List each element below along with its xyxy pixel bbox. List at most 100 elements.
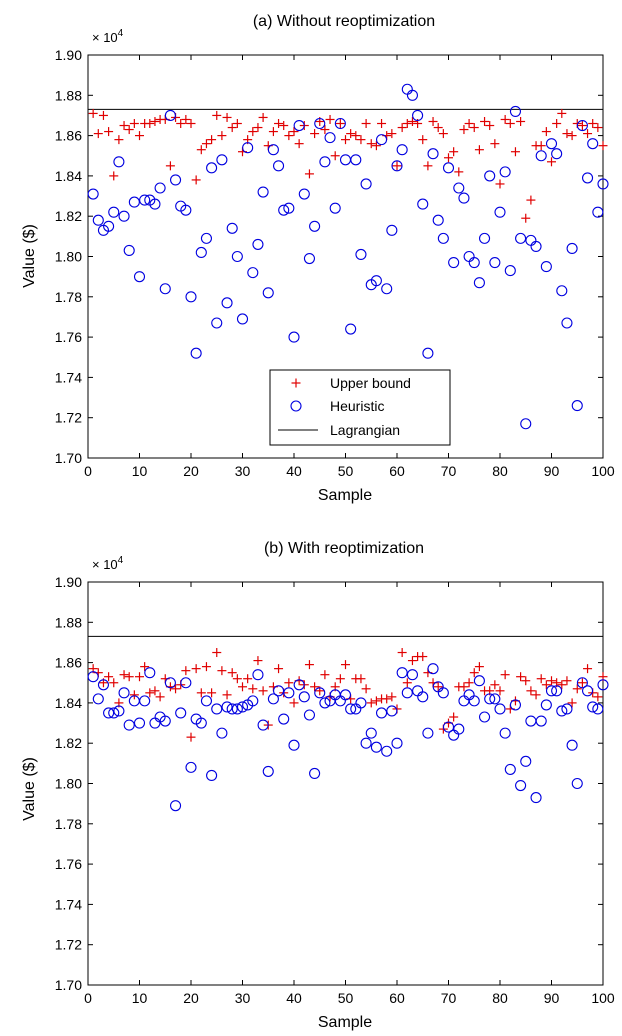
heuristic-point — [422, 347, 434, 359]
heuristic-point — [561, 703, 573, 715]
heuristic-point — [597, 679, 609, 691]
heuristic-point — [314, 117, 326, 130]
heuristic-point — [180, 204, 192, 216]
x-tick-label: 0 — [84, 463, 92, 479]
heuristic-point — [92, 214, 104, 226]
heuristic-point — [381, 283, 393, 295]
heuristic-point — [195, 717, 207, 729]
heuristic-point — [278, 713, 290, 725]
upper-bound-point — [438, 129, 448, 139]
x-tick-label: 90 — [544, 990, 560, 1006]
upper-bound-point — [495, 179, 505, 189]
panel-a-title: (a) Without reoptimization — [253, 13, 435, 30]
heuristic-point — [293, 119, 305, 132]
heuristic-point — [401, 687, 413, 699]
upper-bound-point — [155, 692, 165, 702]
heuristic-point — [525, 234, 537, 246]
heuristic-point — [293, 679, 305, 691]
heuristic-point — [324, 132, 336, 144]
heuristic-point — [355, 697, 367, 709]
heuristic-point — [478, 711, 491, 723]
y-tick-label: 1.72 — [55, 937, 82, 953]
upper-bound-point — [536, 141, 546, 151]
x-tick-label: 30 — [235, 990, 251, 1006]
panel-a-ylabel: Value ($) — [21, 224, 38, 288]
heuristic-point — [216, 727, 228, 739]
upper-bound-point — [341, 660, 350, 670]
heuristic-point — [92, 693, 104, 705]
heuristic-point — [463, 689, 475, 701]
heuristic-point — [334, 117, 346, 130]
heuristic-point — [566, 242, 578, 254]
upper-bound-point — [433, 123, 443, 133]
upper-bound-point — [258, 112, 268, 122]
upper-bound-point — [423, 161, 433, 171]
upper-bound-point — [449, 712, 459, 722]
upper-bound-point — [284, 131, 294, 141]
upper-bound-point — [222, 112, 232, 122]
upper-bound-point — [464, 678, 474, 688]
upper-bound-point — [557, 108, 567, 118]
heuristic-point — [381, 745, 393, 757]
upper-bound-point — [335, 674, 345, 684]
heuristic-point — [267, 144, 279, 156]
panel-a-xlabel: Sample — [318, 487, 372, 504]
upper-bound-point — [541, 127, 551, 137]
heuristic-point — [427, 663, 439, 675]
heuristic-point — [494, 703, 506, 715]
x-tick-label: 70 — [441, 463, 457, 479]
upper-bound-point — [474, 145, 484, 155]
heuristic-point — [535, 715, 547, 727]
heuristic-point — [360, 737, 372, 749]
heuristic-point — [401, 83, 413, 95]
upper-bound-point — [88, 108, 98, 118]
upper-bound-point — [135, 131, 144, 141]
heuristic-point — [350, 154, 362, 166]
y-tick-label: 1.80 — [55, 776, 82, 792]
upper-bound-point — [371, 141, 381, 151]
heuristic-point — [551, 685, 563, 697]
upper-bound-point — [577, 121, 587, 131]
heuristic-point — [576, 677, 588, 689]
upper-bound-point — [243, 674, 253, 684]
upper-bound-point — [361, 684, 371, 694]
legend-upper-label: Upper bound — [330, 375, 411, 391]
upper-bound-point — [361, 119, 371, 129]
upper-bound-point — [598, 141, 608, 151]
x-tick-label: 100 — [591, 463, 615, 479]
heuristic-point — [314, 687, 326, 699]
upper-bound-point — [304, 660, 314, 670]
x-tick-label: 10 — [132, 990, 148, 1006]
upper-bound-point — [366, 139, 376, 149]
upper-bound-point — [196, 688, 206, 698]
heuristic-point — [530, 240, 542, 252]
heuristic-point — [236, 313, 249, 325]
upper-bound-point — [310, 129, 320, 139]
upper-bound-point — [191, 175, 201, 185]
upper-bound-point — [104, 127, 114, 137]
upper-bound-point — [201, 139, 211, 149]
heuristic-point — [509, 105, 522, 117]
heuristic-point — [319, 156, 331, 168]
upper-bound-point — [212, 648, 222, 658]
upper-bound-point — [325, 114, 335, 124]
heuristic-point — [551, 148, 563, 160]
heuristic-point — [556, 285, 568, 297]
heuristic-point — [226, 703, 238, 715]
upper-bound-point — [274, 119, 284, 129]
upper-bound-point — [480, 116, 490, 126]
heuristic-point — [571, 777, 583, 790]
upper-bound-point — [191, 664, 201, 674]
upper-bound-point — [500, 670, 510, 680]
upper-bound-point — [577, 678, 587, 688]
upper-bound-point — [387, 692, 397, 702]
upper-bound-point — [186, 732, 196, 742]
heuristic-point — [231, 703, 243, 715]
heuristic-point — [123, 719, 135, 731]
upper-bound-point — [150, 116, 160, 126]
heuristic-point — [159, 715, 171, 727]
heuristic-point — [221, 701, 233, 713]
heuristic-point — [448, 256, 460, 269]
